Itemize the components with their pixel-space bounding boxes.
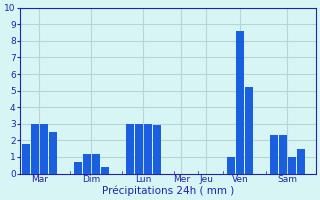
- Bar: [22, 144, 30, 174]
- Bar: [297, 149, 305, 174]
- Bar: [227, 157, 235, 174]
- Bar: [288, 157, 296, 174]
- Bar: [92, 154, 100, 174]
- Bar: [83, 154, 91, 174]
- Bar: [144, 124, 152, 174]
- Bar: [40, 124, 48, 174]
- Bar: [279, 135, 287, 174]
- Bar: [49, 132, 57, 174]
- Bar: [31, 124, 39, 174]
- Bar: [153, 125, 161, 174]
- X-axis label: Précipitations 24h ( mm ): Précipitations 24h ( mm ): [102, 185, 234, 196]
- Bar: [74, 162, 82, 174]
- Bar: [236, 31, 244, 174]
- Bar: [101, 167, 109, 174]
- Bar: [245, 87, 253, 174]
- Bar: [135, 124, 143, 174]
- Bar: [270, 135, 278, 174]
- Bar: [125, 124, 133, 174]
